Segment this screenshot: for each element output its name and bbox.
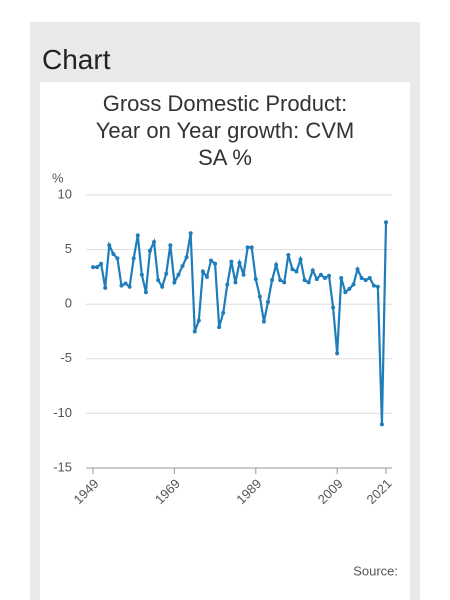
point bbox=[115, 256, 120, 261]
point bbox=[139, 272, 144, 277]
point bbox=[160, 284, 165, 289]
point bbox=[351, 282, 356, 287]
point bbox=[233, 280, 238, 285]
point bbox=[282, 280, 287, 285]
point bbox=[339, 275, 344, 280]
point bbox=[213, 261, 218, 266]
point bbox=[147, 248, 152, 253]
point bbox=[168, 243, 173, 248]
point bbox=[310, 268, 315, 273]
x-tick-label: 2009 bbox=[315, 476, 346, 507]
y-tick-label: 5 bbox=[65, 241, 72, 256]
point bbox=[196, 318, 201, 323]
point bbox=[270, 278, 275, 283]
point bbox=[318, 272, 323, 277]
point bbox=[265, 300, 270, 305]
point bbox=[99, 261, 104, 266]
point bbox=[131, 256, 136, 261]
point bbox=[343, 290, 348, 295]
point bbox=[119, 283, 124, 288]
x-tick-label: 1969 bbox=[152, 476, 183, 507]
point bbox=[367, 275, 372, 280]
y-tick-label: -5 bbox=[60, 350, 72, 365]
y-tick-label: 10 bbox=[58, 186, 72, 201]
x-tick-label: 2021 bbox=[363, 476, 394, 507]
point bbox=[127, 284, 132, 289]
point bbox=[384, 220, 388, 225]
x-tick-label: 1989 bbox=[233, 476, 264, 507]
point bbox=[314, 277, 319, 282]
source: Source: bbox=[353, 563, 398, 578]
point bbox=[135, 233, 140, 238]
point bbox=[327, 273, 332, 278]
point bbox=[294, 269, 299, 274]
point bbox=[261, 319, 266, 324]
point bbox=[298, 257, 303, 262]
point bbox=[335, 351, 340, 356]
point bbox=[164, 271, 169, 276]
y-tick-label: -15 bbox=[53, 459, 72, 474]
point bbox=[375, 284, 380, 289]
point bbox=[249, 245, 254, 250]
point bbox=[95, 265, 100, 270]
point bbox=[359, 275, 364, 280]
point bbox=[176, 272, 181, 277]
y-tick-label: -10 bbox=[53, 405, 72, 420]
point bbox=[355, 267, 360, 272]
heading: Chart bbox=[42, 44, 111, 75]
point bbox=[278, 278, 283, 283]
point bbox=[306, 280, 311, 285]
point bbox=[347, 286, 352, 291]
point bbox=[241, 272, 246, 277]
point bbox=[371, 283, 376, 288]
point bbox=[172, 280, 177, 285]
point bbox=[286, 253, 291, 258]
point bbox=[302, 278, 307, 283]
point bbox=[257, 294, 262, 299]
point bbox=[200, 269, 205, 274]
point bbox=[103, 285, 108, 290]
point bbox=[204, 274, 209, 279]
point bbox=[184, 255, 189, 260]
point bbox=[111, 251, 116, 256]
point bbox=[225, 282, 230, 287]
point bbox=[237, 260, 242, 265]
point bbox=[245, 245, 250, 250]
point bbox=[143, 290, 148, 295]
point bbox=[253, 277, 258, 282]
point bbox=[180, 263, 185, 268]
point bbox=[152, 239, 157, 244]
point bbox=[123, 281, 128, 286]
point bbox=[229, 259, 234, 264]
point bbox=[274, 262, 279, 267]
line bbox=[93, 222, 388, 425]
chart-title: Gross Domestic Product: Year on Year gro… bbox=[95, 91, 355, 170]
point bbox=[363, 278, 368, 283]
point bbox=[156, 278, 161, 283]
point bbox=[379, 422, 384, 427]
point bbox=[331, 305, 336, 310]
point bbox=[188, 231, 193, 236]
point bbox=[107, 243, 112, 248]
point bbox=[290, 267, 295, 272]
point bbox=[209, 258, 214, 263]
point bbox=[322, 275, 327, 280]
point bbox=[91, 265, 95, 270]
card bbox=[40, 82, 410, 600]
y-tick-label: 0 bbox=[65, 296, 72, 311]
point bbox=[192, 329, 197, 334]
y-axis-label: % bbox=[52, 170, 64, 185]
point bbox=[217, 325, 222, 330]
x-tick-label: 1949 bbox=[70, 476, 101, 507]
point bbox=[221, 310, 226, 315]
